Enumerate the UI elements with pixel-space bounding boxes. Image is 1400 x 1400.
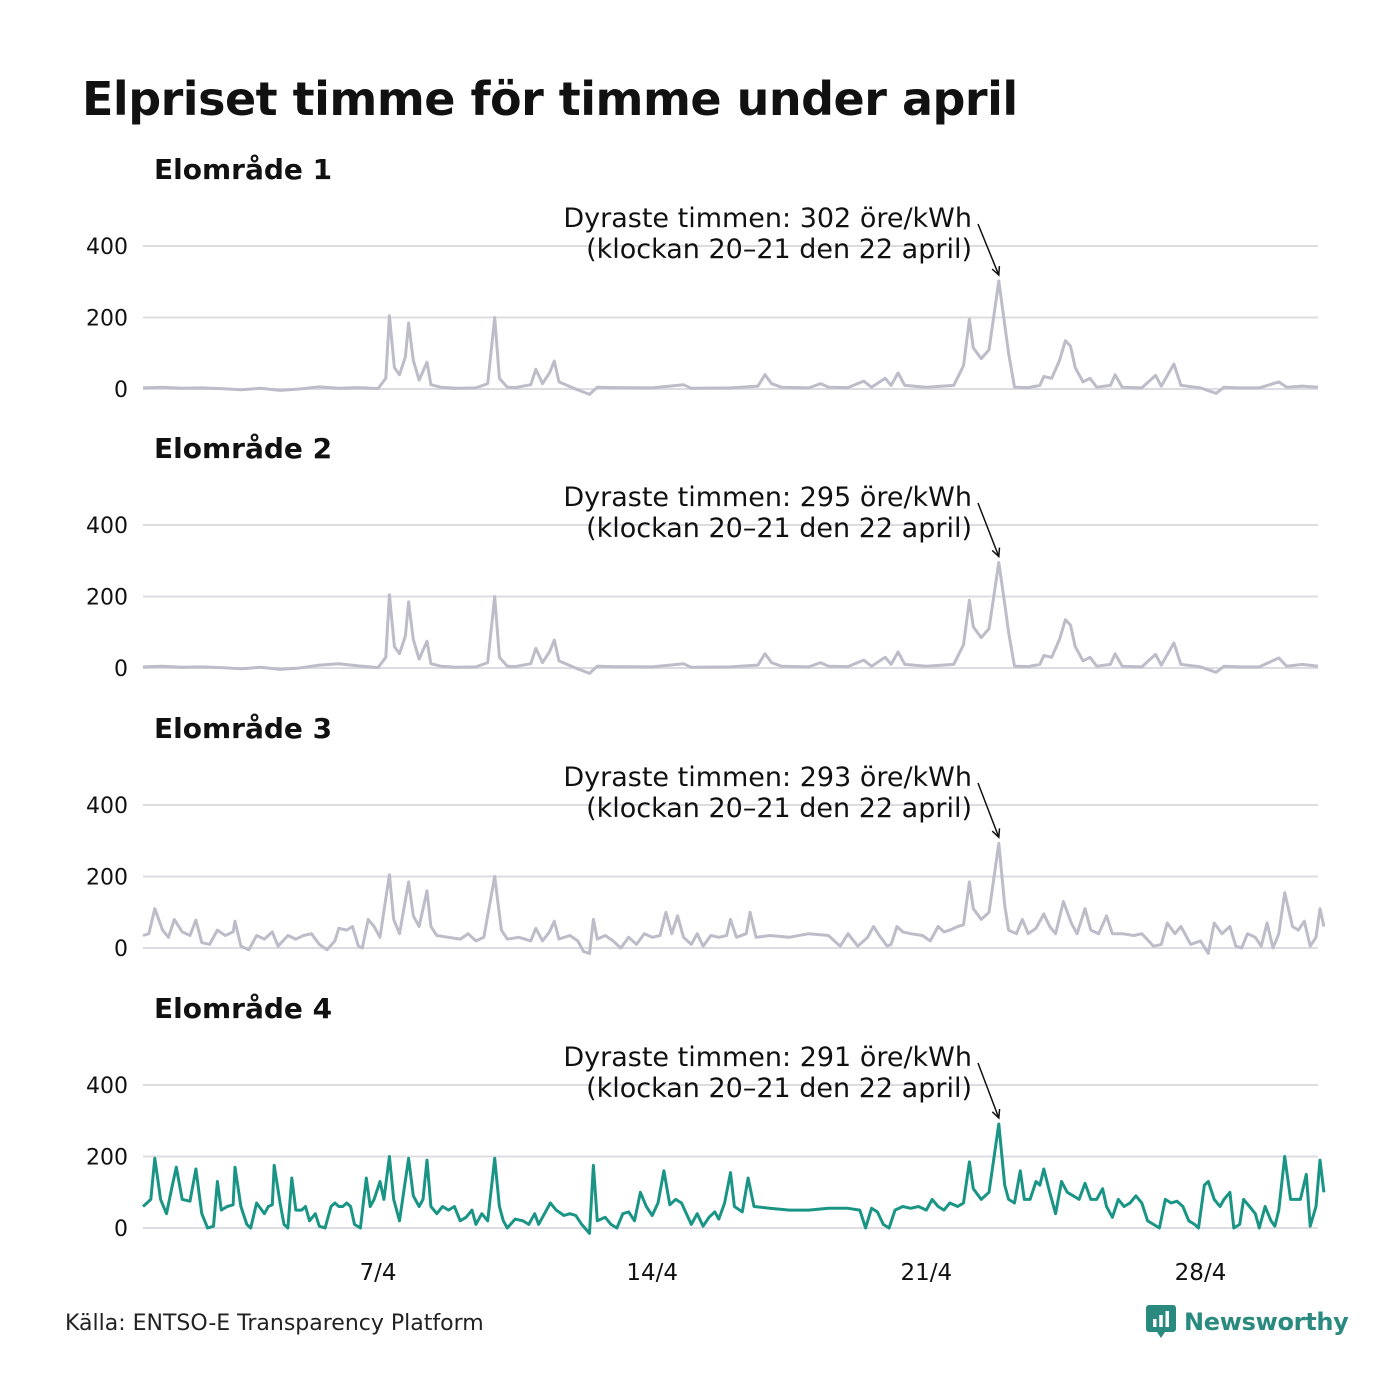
y-tick-label: 200 [86,307,128,332]
annotation-line-2: (klockan 20–21 den 22 april) [586,234,972,265]
y-tick-label: 0 [114,657,128,682]
chart-panel-3: Elområde 3 0 200 400 Dyraste timmen: 293 öre… [86,712,1326,962]
y-tick-label: 400 [86,1074,128,1099]
y-tick-label: 0 [114,378,128,403]
series-line [142,561,1319,675]
annotation-line-1: Dyraste timmen: 293 öre/kWh [563,762,972,793]
annotation-arrow [977,502,1000,557]
panel-title: Elområde 1 [154,153,332,186]
annotation-line-1: Dyraste timmen: 302 öre/kWh [563,203,972,234]
newsworthy-logo: Newsworthy [1146,1305,1349,1339]
annotation-line-2: (klockan 20–21 den 22 april) [586,513,972,544]
y-tick-label: 400 [86,794,128,819]
annotation-arrowhead [991,828,1001,839]
panel-title: Elområde 4 [154,992,332,1025]
newsworthy-logo-icon [1146,1305,1176,1338]
page-title: Elpriset timme för timme under april [82,72,1018,126]
series-line [142,279,1319,396]
annotation-line-2: (klockan 20–21 den 22 april) [586,1073,972,1104]
annotation-arrow [977,223,1000,276]
x-tick-label: 21/4 [901,1260,953,1286]
chart-panel-1: Elområde 1 0 200 400 Dyraste timmen: 302 öre… [86,153,1319,403]
y-tick-label: 200 [86,586,128,611]
panel-title: Elområde 2 [154,432,332,465]
annotation-arrowhead [991,547,1001,559]
source-note: Källa: ENTSO-E Transparency Platform [65,1311,484,1336]
y-tick-label: 400 [86,235,128,260]
annotation-line-1: Dyraste timmen: 295 öre/kWh [563,482,972,513]
annotation-arrowhead [991,1108,1001,1120]
annotation-line-1: Dyraste timmen: 291 öre/kWh [563,1042,972,1073]
annotation-arrow [977,782,1000,838]
panel-title: Elområde 3 [154,712,332,745]
annotation-line-2: (klockan 20–21 den 22 april) [586,793,972,824]
charts-svg: Elområde 1 0 200 400 Dyraste timmen: 302 öre… [86,153,1326,1286]
y-tick-label: 200 [86,866,128,891]
series-line [142,841,1326,955]
chart-panel-4: Elområde 4 0 200 400 Dyraste timmen: 291 öre… [86,992,1326,1286]
x-tick-label: 7/4 [359,1260,396,1286]
y-tick-label: 0 [114,1217,128,1242]
annotation-arrow [977,1062,1000,1119]
x-tick-label: 28/4 [1175,1260,1227,1286]
chart-panel-2: Elområde 2 0 200 400 Dyraste timmen: 295 öre… [86,432,1319,682]
y-tick-label: 400 [86,514,128,539]
annotation-arrowhead [991,266,1001,277]
y-tick-label: 0 [114,937,128,962]
newsworthy-logo-text: Newsworthy [1184,1308,1349,1336]
series-line [141,1122,1326,1235]
y-tick-label: 200 [86,1146,128,1171]
x-tick-label: 14/4 [626,1260,678,1286]
